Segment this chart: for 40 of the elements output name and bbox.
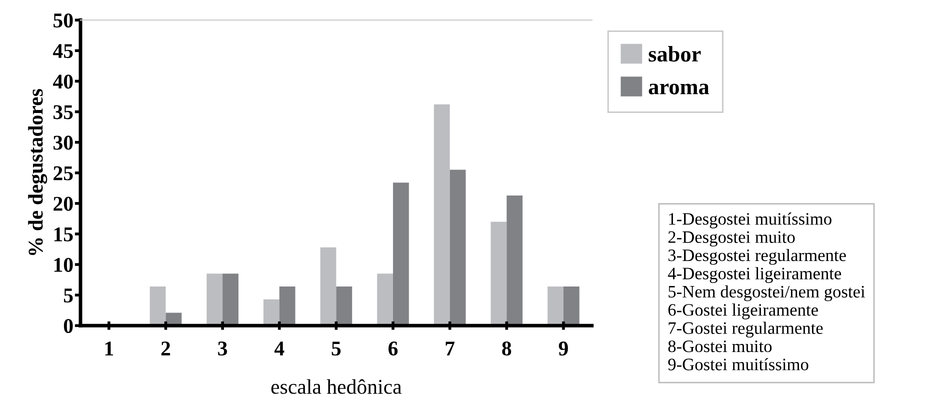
x-tick-label: 8 [502, 342, 512, 356]
bar [279, 286, 296, 326]
bar [377, 274, 394, 326]
bar [150, 286, 166, 326]
y-tick-label: 50 [54, 13, 73, 28]
x-tick-label: 4 [274, 342, 284, 356]
bar [222, 274, 238, 326]
y-tick-label: 15 [54, 227, 73, 242]
bar [506, 195, 523, 326]
x-axis-title: escala hedônica [271, 379, 402, 394]
x-tick-label: 6 [388, 342, 398, 356]
bar [490, 222, 507, 326]
x-tick-label: 5 [332, 342, 341, 356]
y-tick-label: 5 [64, 288, 73, 302]
bar [320, 247, 336, 326]
legend-label: aroma [648, 84, 710, 94]
x-tick-label: 2 [161, 342, 170, 356]
bar [450, 170, 466, 326]
y-tick-label: 40 [53, 74, 73, 89]
x-tick-label: 7 [446, 342, 455, 356]
bar [393, 182, 409, 326]
bar [434, 104, 450, 326]
y-tick-label: 35 [54, 105, 73, 120]
bar [206, 274, 223, 326]
bar [336, 286, 352, 326]
bar [563, 286, 580, 326]
legend-label: sabor [648, 46, 701, 62]
x-tick-label: 9 [558, 342, 568, 356]
y-tick-label: 10 [54, 258, 73, 272]
y-tick-label: 25 [54, 166, 73, 180]
y-tick-label: 30 [54, 136, 73, 150]
y-axis-title: % de degustadores [28, 89, 48, 256]
y-tick-label: 20 [54, 196, 73, 211]
y-tick-label: 0 [64, 318, 73, 334]
x-tick-label: 1 [105, 342, 114, 356]
x-tick-label: 3 [218, 342, 228, 356]
bar [263, 299, 280, 326]
y-tick-label: 45 [53, 44, 73, 58]
text: 1-Desgostei muitíssimo 2-Desgostei muito 3-Desgostei regularmente 4-Desgostei ligeiramente 5-Nem desgostei/nem gostei 6-Gostei ligeiramente 7-Gostei regularmente 8-Gostei muito 9-Gostei muitíssimo [668, 212, 865, 370]
bar [548, 286, 564, 326]
